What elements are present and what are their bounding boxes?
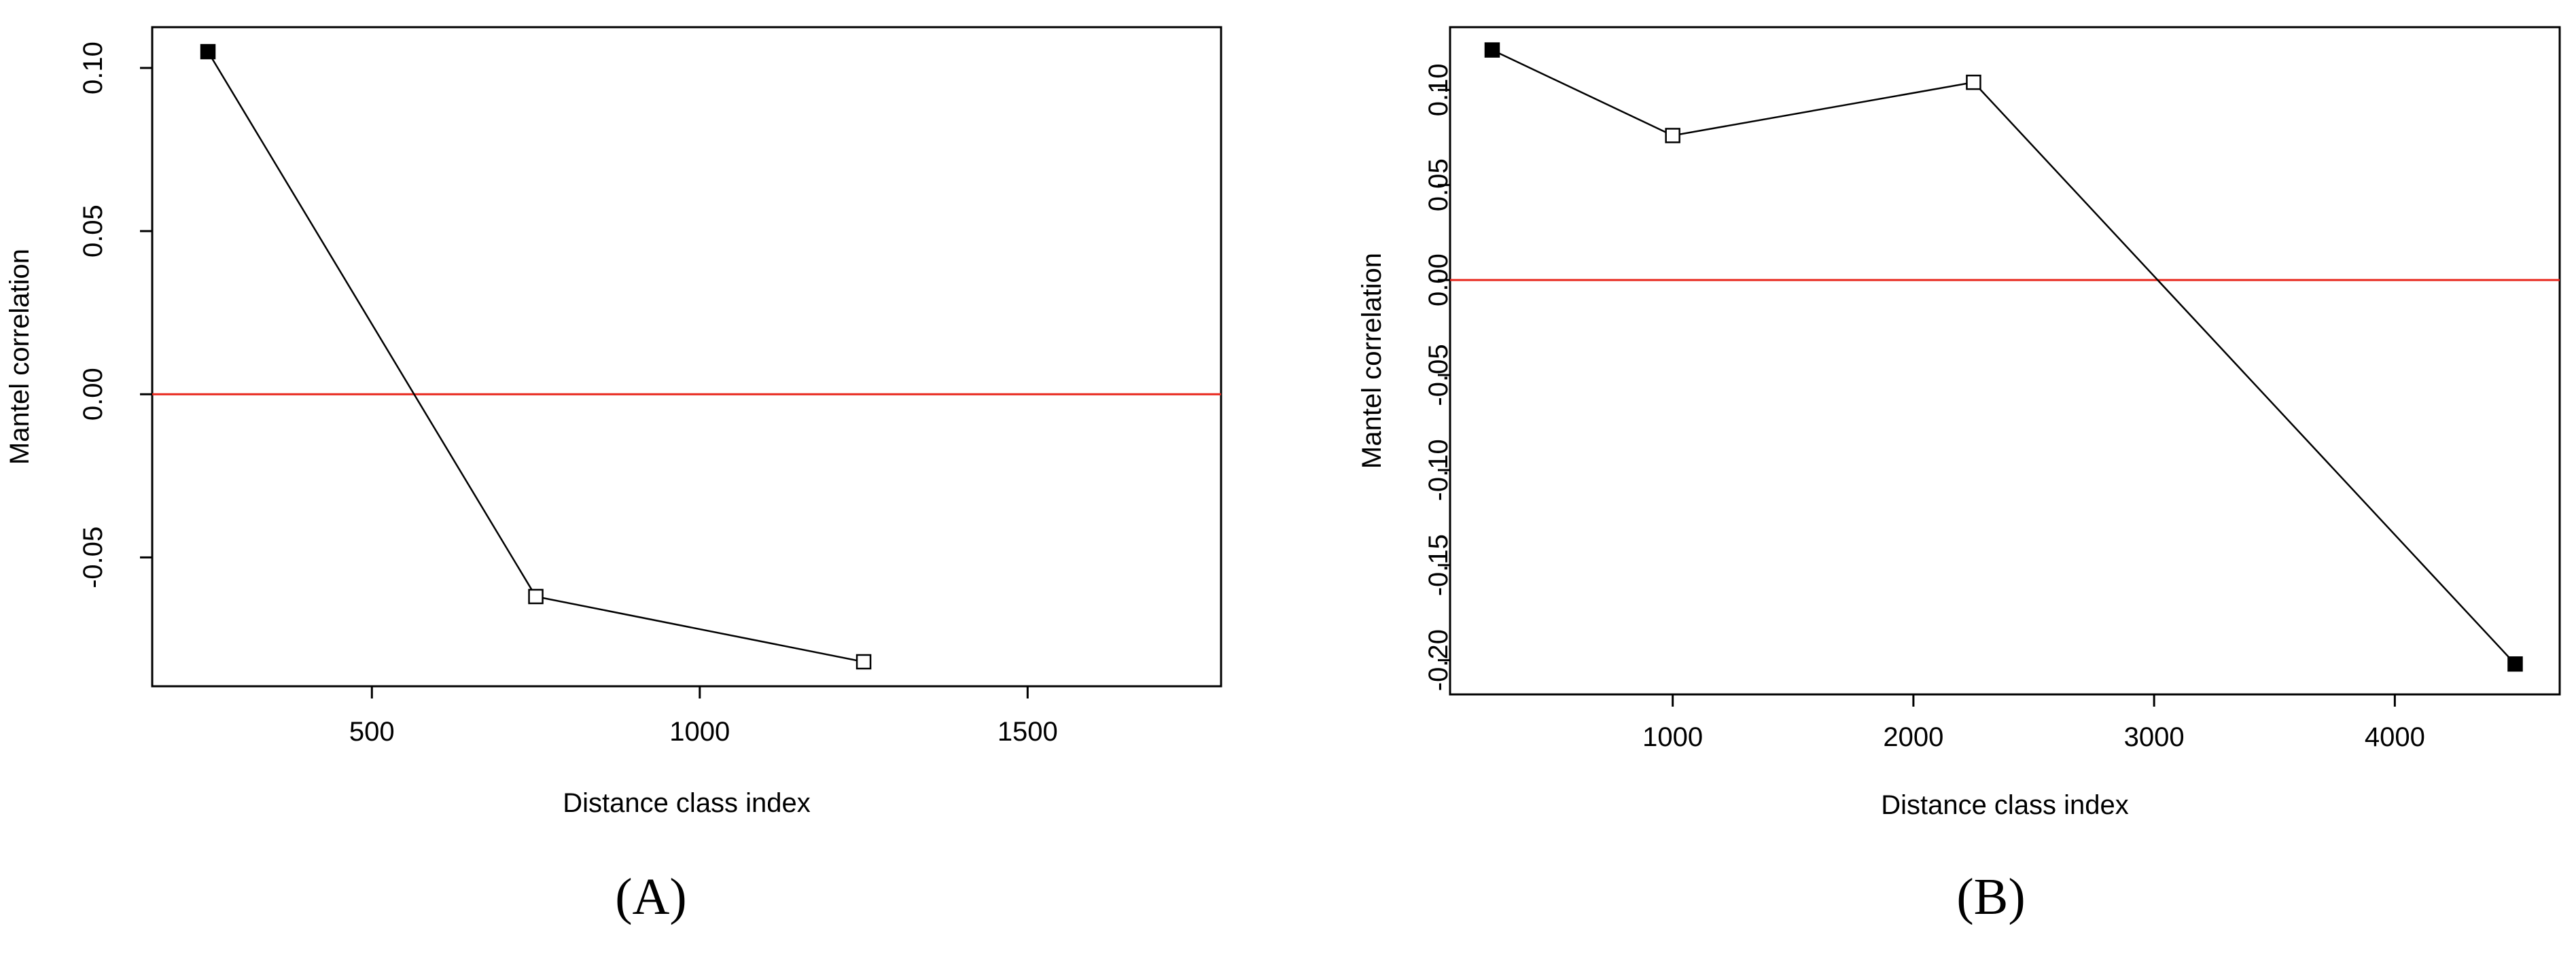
panel-a: 500 1000 1500 -0.05 0.00 0.05 0.10 Distance cla… [5, 26, 1222, 925]
data-point-filled [1484, 42, 1500, 58]
y-tick-label: -0.10 [1424, 439, 1453, 501]
y-tick-label: 0.00 [78, 368, 108, 421]
series-line [1492, 49, 2516, 665]
x-tick-label: 1000 [1642, 722, 1703, 752]
panel-b: 1000 2000 3000 4000 -0.20 -0.15 -0.10 -0.05 0.00… [1357, 26, 2561, 925]
data-point-filled [200, 43, 216, 60]
y-tick-label: 0.10 [78, 41, 108, 94]
data-point-open [855, 654, 872, 670]
panel-label: (A) [615, 868, 687, 925]
data-point-open [1966, 74, 1981, 90]
y-tick-label: -0.05 [78, 527, 108, 588]
data-point-filled [2507, 656, 2523, 672]
y-axis-label: Mantel correlation [1357, 253, 1387, 469]
data-point-open [528, 588, 544, 605]
x-tick-label: 4000 [2365, 722, 2425, 752]
plot-frame [1449, 26, 2561, 696]
x-tick-label: 1500 [998, 717, 1058, 747]
x-axis-label: Distance class index [1881, 790, 2129, 820]
plot-frame [151, 26, 1222, 688]
y-tick-label: -0.20 [1424, 629, 1453, 691]
y-tick-label: 0.05 [1424, 158, 1453, 211]
x-tick-label: 3000 [2124, 722, 2185, 752]
y-tick-label: 0.05 [78, 205, 108, 258]
x-axis-label: Distance class index [563, 788, 811, 818]
y-axis-label: Mantel correlation [5, 249, 35, 465]
data-point-open [1665, 128, 1680, 143]
y-tick-label: -0.15 [1424, 534, 1453, 596]
y-tick-label: 0.10 [1424, 63, 1453, 116]
x-tick-label: 500 [349, 717, 395, 747]
x-tick-label: 1000 [669, 717, 730, 747]
y-tick-label: 0.00 [1424, 253, 1453, 306]
panel-label: (B) [1956, 868, 2025, 925]
y-tick-label: -0.05 [1424, 344, 1453, 406]
x-tick-label: 2000 [1883, 722, 1943, 752]
series-line [207, 51, 864, 663]
